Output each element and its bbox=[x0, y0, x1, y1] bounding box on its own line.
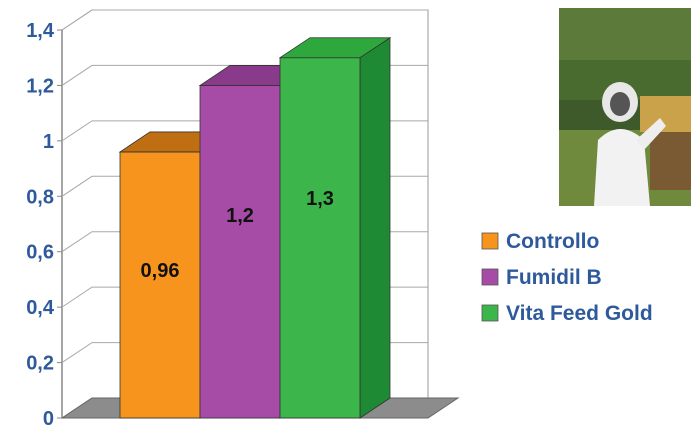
y-tick-label: 1 bbox=[43, 131, 54, 153]
data-labels: 0,96 1,2 1,3 bbox=[141, 188, 334, 282]
legend-swatch bbox=[481, 304, 499, 322]
photo-beekeeper-arm bbox=[636, 118, 666, 150]
gridline bbox=[61, 9, 428, 31]
photo-hive-box bbox=[650, 130, 691, 190]
bar-top bbox=[278, 37, 392, 59]
bar-side bbox=[359, 36, 391, 419]
y-tick-label: 0,6 bbox=[26, 242, 54, 264]
legend-label: Fumidil B bbox=[506, 266, 602, 289]
bar-front bbox=[279, 57, 361, 419]
beekeeper-photo bbox=[559, 8, 691, 206]
data-label: 1,2 bbox=[226, 205, 254, 227]
y-tick-label: 0,4 bbox=[26, 297, 55, 319]
y-axis: 0 0,2 0,4 0,6 0,8 1 1,2 1,4 bbox=[26, 20, 62, 426]
legend-label: Controllo bbox=[506, 230, 599, 253]
y-tick-label: 0,8 bbox=[26, 186, 54, 208]
y-tick-label: 1,4 bbox=[26, 20, 55, 42]
bar-front bbox=[119, 151, 201, 419]
legend-swatch bbox=[481, 268, 499, 286]
y-tick-label: 0 bbox=[43, 408, 54, 426]
y-tick-label: 0,2 bbox=[26, 353, 54, 375]
photo-veil-mesh bbox=[610, 92, 630, 116]
photo-hive-frame bbox=[640, 96, 691, 132]
bars bbox=[118, 36, 392, 419]
data-label: 1,3 bbox=[306, 188, 334, 210]
bar-front bbox=[199, 85, 281, 419]
y-tick-label: 1,2 bbox=[26, 75, 54, 97]
data-label: 0,96 bbox=[141, 260, 180, 282]
legend: Controllo Fumidil B Vita Feed Gold bbox=[481, 230, 653, 325]
legend-swatch bbox=[481, 232, 499, 250]
bar-vita-feed-gold bbox=[278, 36, 392, 419]
legend-label: Vita Feed Gold bbox=[506, 302, 653, 325]
photo-beekeeper-suit bbox=[594, 129, 650, 206]
